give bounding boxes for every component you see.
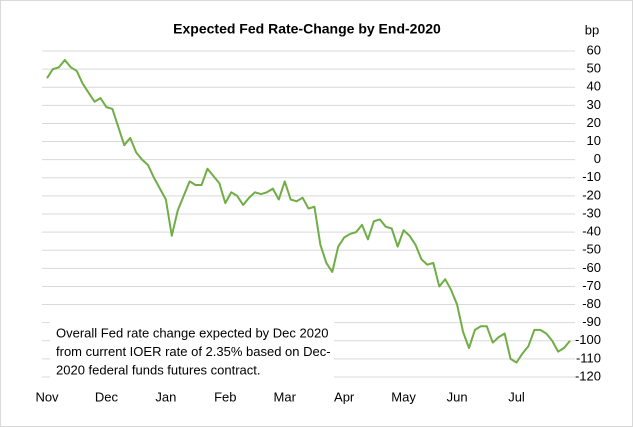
- y-tick-label: -110: [576, 350, 601, 365]
- y-tick-label: 10: [587, 133, 601, 148]
- chart-title: Expected Fed Rate-Change by End-2020: [173, 21, 441, 37]
- x-tick-label: Mar: [274, 389, 297, 404]
- annotation: from current IOER rate of 2.35% based on…: [56, 344, 331, 359]
- y-tick-label: -50: [582, 242, 601, 257]
- data-line: [46, 59, 571, 364]
- y-tick-label: 60: [587, 42, 601, 57]
- y-tick-label: -20: [582, 187, 601, 202]
- x-tick-label: Dec: [95, 389, 119, 404]
- x-tick-label: Apr: [334, 389, 355, 404]
- y-tick-label: -30: [582, 205, 601, 220]
- x-tick-label: May: [391, 389, 416, 404]
- x-tick-label: Feb: [214, 389, 236, 404]
- y-tick-label: -60: [582, 260, 601, 275]
- y-tick-label: 30: [587, 97, 601, 112]
- annotation: Overall Fed rate change expected by Dec …: [56, 325, 328, 340]
- y-tick-label: 20: [587, 115, 601, 130]
- y-tick-label: -10: [582, 169, 601, 184]
- x-tick-label: Jun: [447, 389, 468, 404]
- x-tick-label: Jul: [508, 389, 525, 404]
- x-tick-label: Jan: [155, 389, 176, 404]
- y-tick-label: -70: [582, 278, 601, 293]
- annotation-box: [50, 322, 334, 380]
- y-tick-label: 50: [587, 61, 601, 76]
- y-tick-label: -80: [582, 296, 601, 311]
- y-tick-label: -40: [582, 224, 601, 239]
- y-tick-label: -120: [575, 368, 601, 383]
- y-tick-label: -100: [575, 332, 601, 347]
- y-tick-label: 0: [594, 151, 601, 166]
- y-tick-label: -90: [582, 314, 601, 329]
- x-tick-label: Nov: [35, 389, 59, 404]
- y-tick-label: 40: [587, 79, 601, 94]
- y-axis-label: bp: [585, 22, 599, 37]
- annotation: 2020 federal funds futures contract.: [56, 362, 261, 377]
